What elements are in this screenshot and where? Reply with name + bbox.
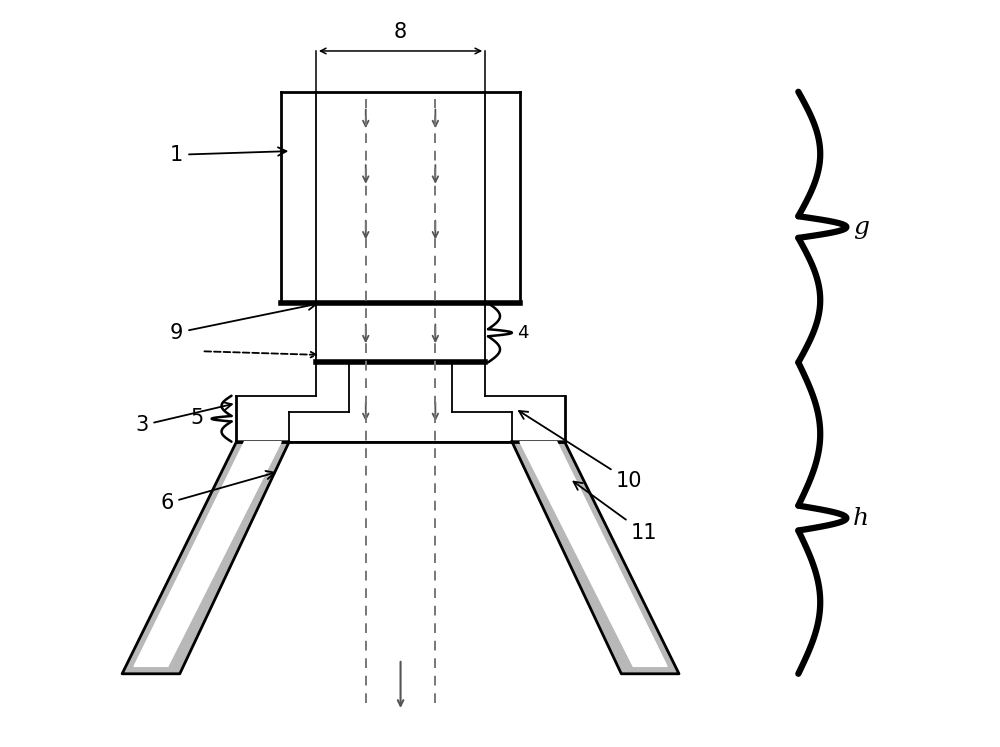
Polygon shape xyxy=(134,441,281,666)
Polygon shape xyxy=(122,441,289,674)
Text: 1: 1 xyxy=(170,145,286,165)
Text: 5: 5 xyxy=(190,408,203,428)
Polygon shape xyxy=(520,441,667,666)
Text: 11: 11 xyxy=(573,482,657,543)
Text: 6: 6 xyxy=(160,471,275,513)
Text: g: g xyxy=(853,216,869,238)
Text: 3: 3 xyxy=(135,402,232,436)
Polygon shape xyxy=(512,441,679,674)
Text: 9: 9 xyxy=(170,302,316,343)
Text: 8: 8 xyxy=(394,22,407,43)
Text: h: h xyxy=(853,506,869,530)
Text: 10: 10 xyxy=(519,411,643,491)
Text: 4: 4 xyxy=(517,323,528,341)
